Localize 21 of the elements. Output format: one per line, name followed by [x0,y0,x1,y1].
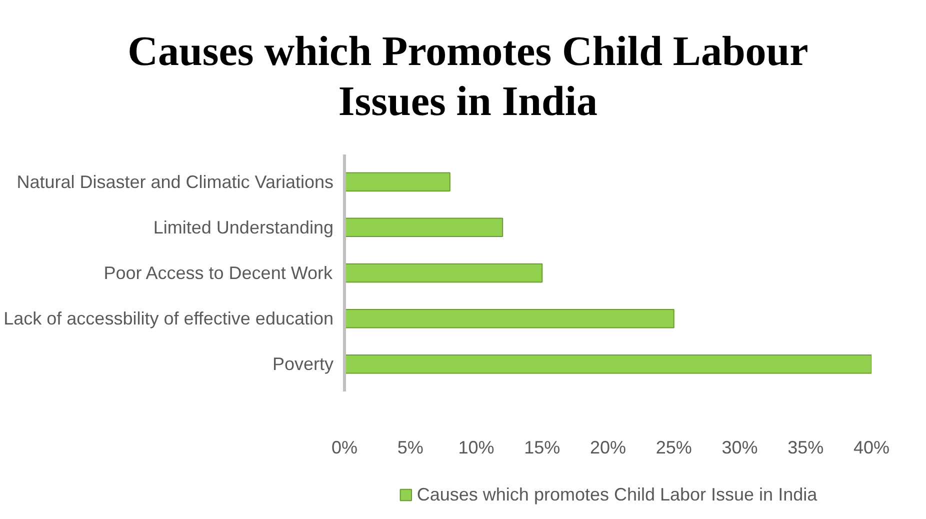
bar [344,354,872,374]
x-tick-label: 10% [458,438,494,458]
y-tick-label: Poor Access to Decent Work [104,263,334,283]
legend-label: Causes which promotes Child Labor Issue in India [416,484,818,505]
x-tick-label: 20% [590,438,626,458]
x-tick-label: 25% [656,438,692,458]
y-tick-label: Poverty [272,354,334,374]
x-tick-label: 35% [788,438,824,458]
y-tick-label: Lack of accessbility of effective education [4,308,334,329]
x-tick-label: 30% [722,438,758,458]
bar [344,308,674,328]
bar [344,263,543,283]
x-tick-label: 40% [853,438,890,458]
y-tick-label: Natural Disaster and Climatic Variations [16,172,334,192]
bar [344,218,504,238]
x-tick-label: 5% [397,438,424,458]
bar [344,172,450,192]
x-tick-label: 15% [524,438,560,458]
chart-title: Causes which Promotes Child Labour Issues in India [128,28,808,127]
y-tick-label: Limited Understanding [153,217,334,238]
x-tick-label: 0% [331,438,358,458]
